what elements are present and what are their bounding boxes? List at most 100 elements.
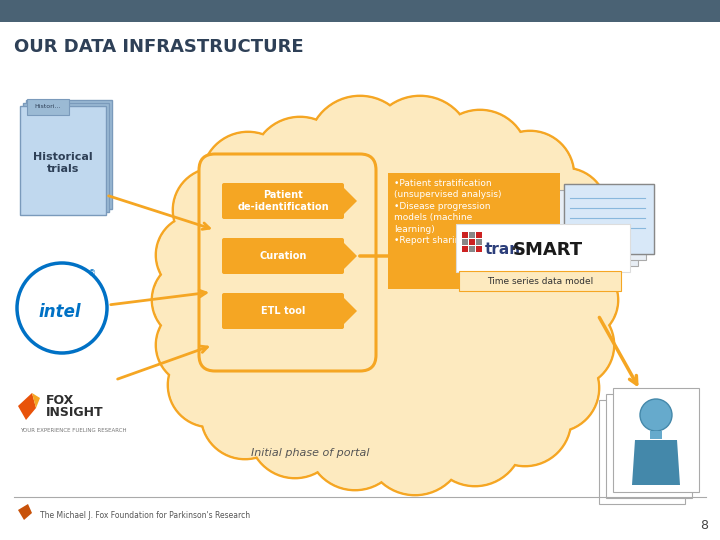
Bar: [462, 246, 468, 252]
Circle shape: [253, 118, 347, 212]
FancyBboxPatch shape: [222, 293, 344, 329]
Circle shape: [252, 117, 348, 213]
FancyBboxPatch shape: [27, 99, 69, 115]
FancyBboxPatch shape: [613, 388, 699, 492]
Circle shape: [157, 216, 235, 294]
Text: Time series data model: Time series data model: [487, 276, 593, 286]
Polygon shape: [341, 295, 357, 327]
Text: SMART: SMART: [513, 241, 583, 259]
Circle shape: [427, 390, 523, 486]
Circle shape: [428, 391, 522, 485]
Circle shape: [309, 97, 411, 199]
Ellipse shape: [200, 170, 580, 440]
Polygon shape: [341, 185, 357, 217]
Text: Initial phase of portal: Initial phase of portal: [251, 448, 369, 458]
Circle shape: [369, 97, 471, 199]
Circle shape: [368, 96, 472, 200]
Circle shape: [153, 261, 231, 339]
FancyBboxPatch shape: [459, 271, 621, 291]
Text: The Michael J. Fox Foundation for Parkinson's Research: The Michael J. Fox Foundation for Parkin…: [40, 511, 250, 521]
Circle shape: [152, 260, 232, 340]
Circle shape: [432, 110, 528, 206]
Circle shape: [365, 395, 465, 495]
Text: •Patient stratification
(unsupervised analysis)
•Disease progression
models (mac: •Patient stratification (unsupervised an…: [394, 179, 502, 245]
Circle shape: [486, 131, 574, 219]
Polygon shape: [18, 504, 32, 520]
FancyBboxPatch shape: [26, 100, 112, 209]
Bar: [469, 239, 475, 245]
FancyBboxPatch shape: [222, 183, 344, 219]
Circle shape: [202, 372, 288, 458]
Circle shape: [250, 387, 340, 477]
Circle shape: [539, 261, 617, 339]
Circle shape: [169, 344, 251, 426]
Text: tran: tran: [485, 242, 521, 258]
Circle shape: [541, 216, 619, 294]
Circle shape: [249, 386, 341, 478]
FancyBboxPatch shape: [388, 173, 560, 289]
Circle shape: [480, 375, 570, 465]
Circle shape: [530, 303, 614, 387]
Circle shape: [203, 133, 293, 223]
Text: OUR DATA INFRASTRUCTURE: OUR DATA INFRASTRUCTURE: [14, 38, 304, 56]
Polygon shape: [341, 240, 357, 272]
Text: .: .: [510, 239, 516, 253]
Circle shape: [640, 399, 672, 431]
Circle shape: [174, 169, 256, 251]
FancyBboxPatch shape: [199, 154, 376, 371]
Circle shape: [523, 168, 607, 252]
Polygon shape: [32, 393, 40, 408]
FancyBboxPatch shape: [599, 400, 685, 504]
Circle shape: [531, 304, 613, 386]
Bar: [469, 232, 475, 238]
Bar: [462, 232, 468, 238]
FancyBboxPatch shape: [20, 106, 106, 215]
Circle shape: [156, 215, 236, 295]
Text: 8: 8: [700, 519, 708, 532]
Text: Historical
trials: Historical trials: [33, 152, 93, 174]
Circle shape: [487, 132, 573, 218]
FancyBboxPatch shape: [564, 184, 654, 254]
Circle shape: [479, 374, 571, 466]
Circle shape: [202, 132, 294, 224]
FancyBboxPatch shape: [548, 196, 638, 266]
Polygon shape: [18, 393, 36, 420]
Text: FOX: FOX: [46, 394, 74, 407]
Circle shape: [512, 345, 598, 431]
Circle shape: [538, 260, 618, 340]
Circle shape: [308, 96, 412, 200]
Text: ®: ®: [88, 269, 96, 279]
Circle shape: [201, 371, 289, 459]
Bar: [476, 232, 482, 238]
Circle shape: [308, 395, 402, 489]
FancyBboxPatch shape: [556, 190, 646, 260]
FancyBboxPatch shape: [23, 103, 109, 212]
Text: Patient
de-identification: Patient de-identification: [237, 190, 329, 212]
Circle shape: [307, 394, 403, 490]
Text: Curation: Curation: [259, 251, 307, 261]
Text: ETL tool: ETL tool: [261, 306, 305, 316]
Circle shape: [168, 343, 252, 427]
FancyBboxPatch shape: [456, 224, 630, 272]
Circle shape: [156, 305, 236, 385]
Circle shape: [511, 344, 599, 432]
Bar: [0, 0, 720, 22]
Text: INSIGHT: INSIGHT: [46, 406, 104, 419]
Circle shape: [157, 306, 235, 384]
Circle shape: [524, 169, 606, 251]
Text: Histori...: Histori...: [35, 105, 61, 110]
FancyBboxPatch shape: [564, 184, 654, 254]
FancyBboxPatch shape: [222, 238, 344, 274]
FancyBboxPatch shape: [606, 394, 692, 498]
Text: intel: intel: [39, 303, 81, 321]
Bar: [476, 246, 482, 252]
Circle shape: [433, 111, 527, 205]
Circle shape: [366, 396, 464, 494]
Bar: [650, 431, 662, 439]
Polygon shape: [632, 440, 680, 485]
Text: YOUR EXPERIENCE FUELING RESEARCH: YOUR EXPERIENCE FUELING RESEARCH: [20, 428, 127, 433]
Bar: [462, 239, 468, 245]
Circle shape: [540, 215, 620, 295]
Bar: [476, 239, 482, 245]
Ellipse shape: [203, 173, 577, 437]
